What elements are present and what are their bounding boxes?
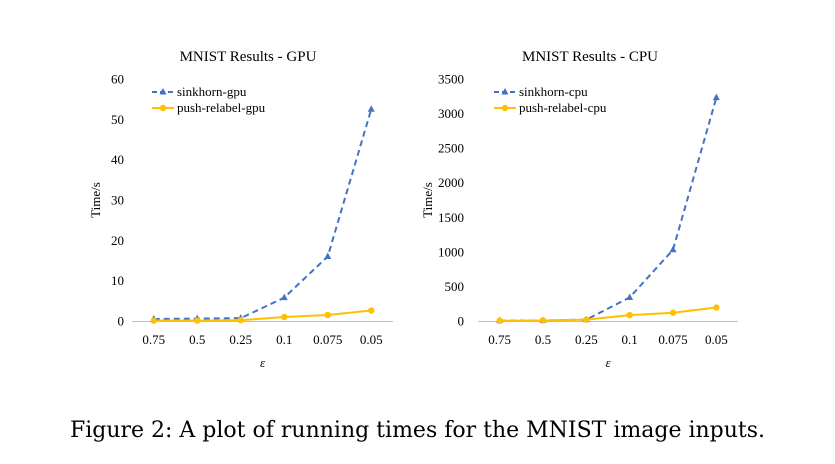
x-tick-label: 0.1 xyxy=(276,332,292,347)
y-tick-label: 1500 xyxy=(438,210,464,225)
x-tick-label: 0.05 xyxy=(705,332,728,347)
y-axis-label: Time/s xyxy=(88,182,103,218)
chart-title: MNIST Results - GPU xyxy=(180,49,317,65)
legend-label-sinkhorn-cpu: sinkhorn-cpu xyxy=(519,84,588,99)
y-tick-label: 0 xyxy=(458,314,465,329)
data-point-push-relabel-cpu xyxy=(713,304,720,311)
data-point-push-relabel-cpu xyxy=(583,316,590,323)
chart-title: MNIST Results - CPU xyxy=(522,49,658,65)
y-tick-label: 1000 xyxy=(438,244,464,259)
data-point-push-relabel-gpu xyxy=(150,317,157,324)
y-tick-label: 40 xyxy=(111,152,124,167)
y-tick-label: 50 xyxy=(111,112,124,127)
y-tick-label: 500 xyxy=(445,279,465,294)
y-tick-label: 2500 xyxy=(438,141,464,156)
data-point-sinkhorn-gpu xyxy=(324,252,332,259)
data-point-sinkhorn-cpu xyxy=(626,293,634,300)
data-point-push-relabel-gpu xyxy=(237,316,244,324)
chart-gpu: MNIST Results - GPU 0 10 20 30 40 50 60 0.75 0.5 0… xyxy=(88,49,393,370)
x-tick-label: 0.075 xyxy=(313,332,342,347)
data-point-push-relabel-gpu xyxy=(281,313,288,321)
x-tick-label: 0.5 xyxy=(535,332,551,347)
legend-marker-push-relabel-gpu xyxy=(159,104,167,112)
y-tick-label: 30 xyxy=(111,193,124,208)
x-axis-label: ε xyxy=(605,355,611,370)
data-point-push-relabel-gpu xyxy=(194,317,201,324)
x-tick-label: 0.75 xyxy=(488,332,511,347)
y-tick-label: 0 xyxy=(118,314,125,329)
legend-label-push-relabel-gpu: push-relabel-gpu xyxy=(177,100,266,115)
data-point-sinkhorn-cpu xyxy=(712,93,720,101)
y-tick-label: 60 xyxy=(111,72,124,87)
y-tick-label: 2000 xyxy=(438,175,464,190)
y-tick-label: 20 xyxy=(111,233,124,248)
data-point-push-relabel-gpu xyxy=(324,311,331,319)
data-point-push-relabel-cpu xyxy=(496,317,503,324)
x-tick-label: 0.1 xyxy=(622,332,638,347)
legend-marker-sinkhorn-gpu xyxy=(159,88,167,95)
series-line-sinkhorn-gpu xyxy=(153,108,373,320)
figure-caption: Figure 2: A plot of running times for th… xyxy=(69,418,766,443)
data-point-push-relabel-cpu xyxy=(669,309,677,316)
legend-label-sinkhorn-gpu: sinkhorn-gpu xyxy=(177,84,247,99)
y-tick-label: 3500 xyxy=(438,72,464,87)
legend-marker-push-relabel-cpu xyxy=(501,104,509,112)
chart-cpu: MNIST Results - CPU 0 500 1000 1500 2000 2500 3… xyxy=(420,49,738,370)
data-point-push-relabel-cpu xyxy=(539,317,547,324)
x-tick-label: 0.5 xyxy=(189,332,205,347)
series-line-push-relabel-gpu xyxy=(153,309,372,322)
x-tick-label: 0.25 xyxy=(575,332,598,347)
legend-marker-sinkhorn-cpu xyxy=(501,88,509,95)
series-line-push-relabel-cpu xyxy=(499,306,717,322)
data-point-sinkhorn-gpu xyxy=(280,293,288,301)
x-axis-label: ε xyxy=(260,355,266,370)
x-tick-label: 0.075 xyxy=(658,332,687,347)
x-tick-label: 0.75 xyxy=(142,332,165,347)
data-point-sinkhorn-gpu xyxy=(367,105,375,112)
data-point-push-relabel-gpu xyxy=(368,307,375,314)
data-point-sinkhorn-cpu xyxy=(669,245,677,253)
legend-label-push-relabel-cpu: push-relabel-cpu xyxy=(519,100,607,115)
data-point-push-relabel-cpu xyxy=(626,311,633,319)
y-tick-label: 10 xyxy=(111,273,124,288)
x-tick-label: 0.05 xyxy=(360,332,383,347)
y-tick-label: 3000 xyxy=(438,106,464,121)
x-tick-label: 0.25 xyxy=(229,332,252,347)
y-axis-label: Time/s xyxy=(420,182,435,218)
series-line-sinkhorn-cpu xyxy=(499,97,718,322)
